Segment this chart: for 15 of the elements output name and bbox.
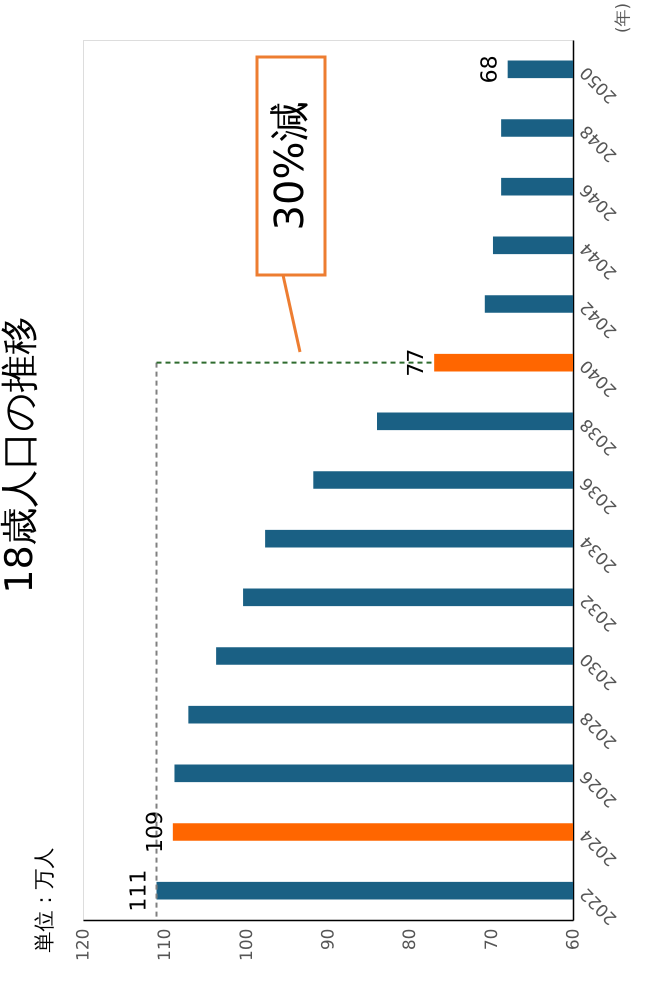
x-tick-label: 80 <box>400 928 420 950</box>
y-axis-title: (年) <box>613 2 633 34</box>
x-tick-label: 70 <box>482 928 502 950</box>
x-tick-label: 110 <box>155 928 176 961</box>
x-tick-label: 90 <box>318 928 338 950</box>
x-tick-label: 120 <box>74 928 94 961</box>
x-tick-label: 100 <box>236 928 257 961</box>
text: 単位：万人 <box>32 848 56 952</box>
text: 18歳人口の推移 <box>0 316 41 594</box>
data-label: 68 <box>478 55 503 84</box>
x-tick-label: 60 <box>564 928 584 950</box>
data-label: 109 <box>142 811 168 853</box>
annotation: 30%減 <box>267 102 313 230</box>
data-label: 111 <box>126 870 152 912</box>
data-label: 77 <box>404 348 430 377</box>
